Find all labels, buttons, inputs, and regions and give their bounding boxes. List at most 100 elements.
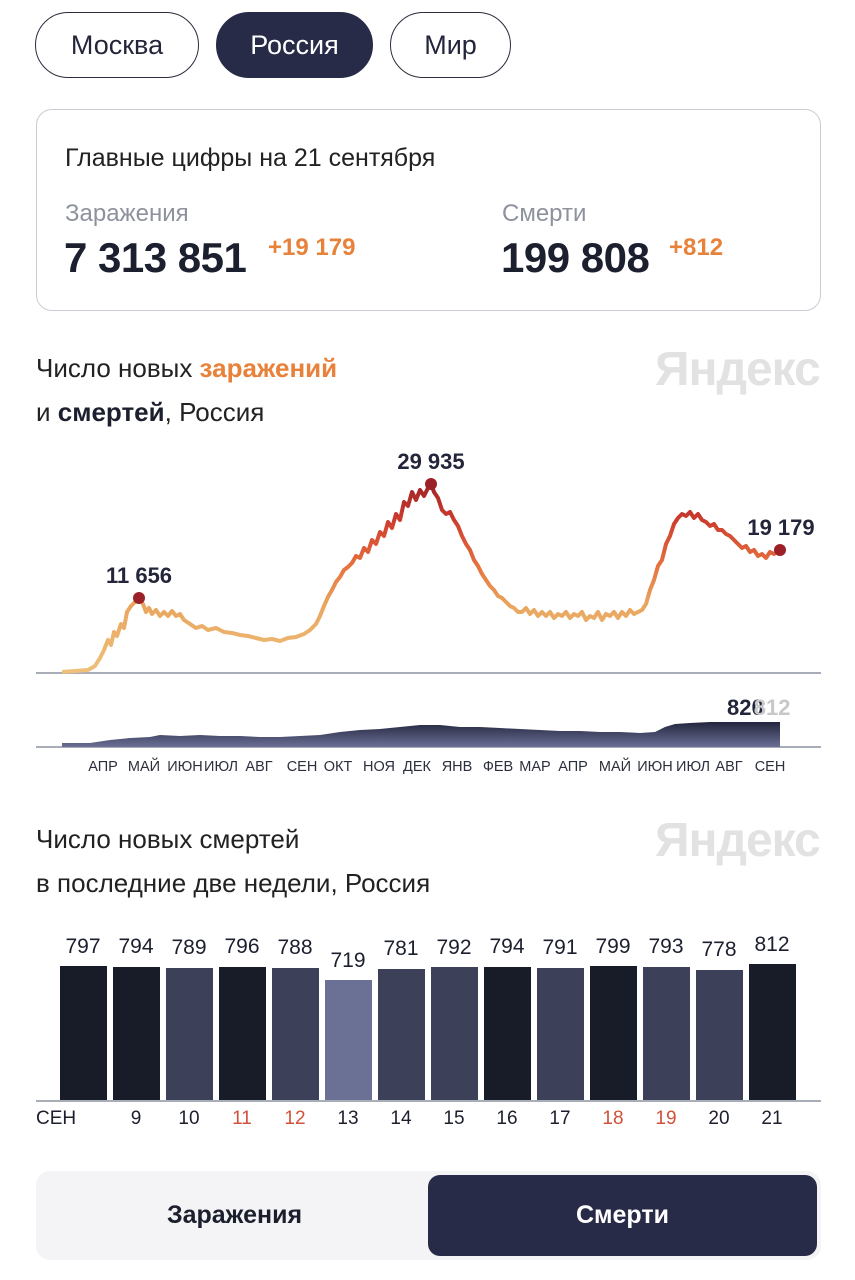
day-label: 13 [337, 1108, 359, 1129]
infections-toggle-button[interactable]: Заражения [40, 1175, 429, 1256]
day-label: 17 [549, 1108, 571, 1129]
bar-baseline [36, 1100, 821, 1102]
title-bold: смертей [57, 397, 165, 427]
title-text: в последние две недели, Россия [36, 868, 431, 898]
title-highlight: заражений [199, 353, 338, 383]
bar-value: 812 [754, 933, 790, 956]
day-label: 9 [130, 1108, 142, 1129]
month-label: ИЮН [167, 759, 203, 775]
bar-value: 791 [542, 936, 578, 959]
bar-value: 792 [436, 936, 472, 959]
deaths-area [62, 722, 780, 747]
day-label: 10 [178, 1108, 200, 1129]
bar-sep-20[interactable] [696, 970, 743, 1100]
bar-value: 796 [224, 935, 260, 958]
deaths-label: Смерти [502, 200, 587, 227]
tab-russia[interactable]: Россия [216, 12, 373, 78]
bar-value: 793 [648, 935, 684, 958]
tab-moscow[interactable]: Москва [35, 12, 199, 78]
month-label: ОКТ [323, 759, 353, 775]
month-label: ФЕВ [482, 759, 514, 775]
title-text: Число новых [36, 353, 200, 383]
deaths-toggle-button[interactable]: Смерти [428, 1175, 817, 1256]
title-text: , Россия [164, 397, 265, 427]
toggle-label: Смерти [575, 1201, 669, 1229]
month-label: АПР [88, 759, 118, 775]
day-label: 16 [496, 1108, 518, 1129]
summary-card: Главные цифры на 21 сентября Заражения 7… [36, 109, 821, 311]
peak-label-19179: 19 179 [747, 515, 815, 540]
day-label: 20 [708, 1108, 730, 1129]
peak-dot-spring-2020[interactable] [133, 592, 145, 604]
chart1-title: Число новых заражений и смертей, Россия [36, 346, 337, 434]
peak-label-11656: 11 656 [105, 563, 173, 588]
bar-value: 794 [118, 935, 154, 958]
bar-value: 799 [595, 935, 631, 958]
title-text: Число новых смертей [36, 824, 300, 854]
deaths-peak-value: 820 [727, 695, 764, 720]
infections-delta: +19 179 [268, 234, 356, 261]
infections-line [61, 482, 782, 674]
month-label: СЕН [286, 759, 318, 775]
month-label: АПР [558, 759, 588, 775]
bar-sep-19[interactable] [643, 967, 690, 1100]
summary-title: Главные цифры на 21 сентября [65, 144, 436, 172]
tab-label: Россия [250, 29, 339, 60]
day-label-weekend: 18 [602, 1108, 624, 1129]
day-label-weekend: 11 [232, 1108, 252, 1129]
month-label: МАР [519, 759, 551, 775]
bar-value: 719 [330, 949, 366, 972]
title-text: и [36, 397, 58, 427]
tab-label: Москва [70, 29, 164, 60]
infections-label: Заражения [65, 200, 189, 227]
deaths-peak-label: 820812 [727, 695, 790, 721]
infections-total: 7 313 851 [64, 234, 247, 281]
bar-sep-14[interactable] [378, 969, 425, 1100]
day-label: 21 [761, 1108, 783, 1129]
month-label: АВГ [245, 759, 273, 775]
bar-sep-17[interactable] [537, 968, 584, 1100]
latest-dot[interactable] [774, 544, 786, 556]
bar-sep-9[interactable] [113, 967, 160, 1100]
month-label: ИЮН [637, 759, 673, 775]
peak-label-29935: 29 935 [397, 449, 465, 474]
month-label-sep: СЕН [36, 1108, 77, 1129]
bar-value: 778 [701, 938, 737, 961]
month-label: МАЙ [598, 759, 632, 775]
month-label: ДЕК [403, 759, 431, 775]
bar-value: 794 [489, 935, 525, 958]
bar-sep-12[interactable] [272, 968, 319, 1100]
peak-dot-winter[interactable] [425, 478, 437, 490]
month-label: ИЮЛ [676, 759, 710, 775]
bar-sep-8[interactable] [60, 966, 107, 1100]
bar-value: 788 [277, 936, 313, 959]
deaths-latest-value: 812 [753, 695, 791, 720]
month-label: СЕН [754, 759, 786, 775]
month-label: МАЙ [127, 759, 161, 775]
bar-sep-16[interactable] [484, 967, 531, 1100]
bar-sep-15[interactable] [431, 967, 478, 1100]
tab-world[interactable]: Мир [390, 12, 511, 78]
day-label-weekend: 19 [655, 1108, 677, 1129]
yandex-logo: Яндекс [655, 343, 821, 396]
deaths-total: 199 808 [501, 234, 650, 281]
day-label: 15 [443, 1108, 465, 1129]
deaths-delta: +812 [669, 234, 724, 261]
bar-sep-11[interactable] [219, 967, 266, 1100]
day-label-weekend: 12 [284, 1108, 306, 1129]
infections-deaths-chart [36, 478, 821, 748]
day-label: 14 [390, 1108, 412, 1129]
chart2-title: Число новых смертей в последние две неде… [36, 817, 430, 905]
bar-sep-18[interactable] [590, 966, 637, 1100]
bar-sep-10[interactable] [166, 968, 213, 1100]
bar-value: 781 [383, 937, 419, 960]
bar-sep-21[interactable] [749, 964, 796, 1100]
month-label: ИЮЛ [204, 759, 238, 775]
bar-value: 789 [171, 936, 207, 959]
month-label: АВГ [715, 759, 743, 775]
toggle-label: Заражения [166, 1201, 303, 1229]
month-label: НОЯ [363, 759, 395, 775]
yandex-logo: Яндекс [655, 814, 821, 867]
bar-sep-13[interactable] [325, 980, 372, 1100]
metric-toggle: Заражения Смерти [36, 1171, 821, 1260]
